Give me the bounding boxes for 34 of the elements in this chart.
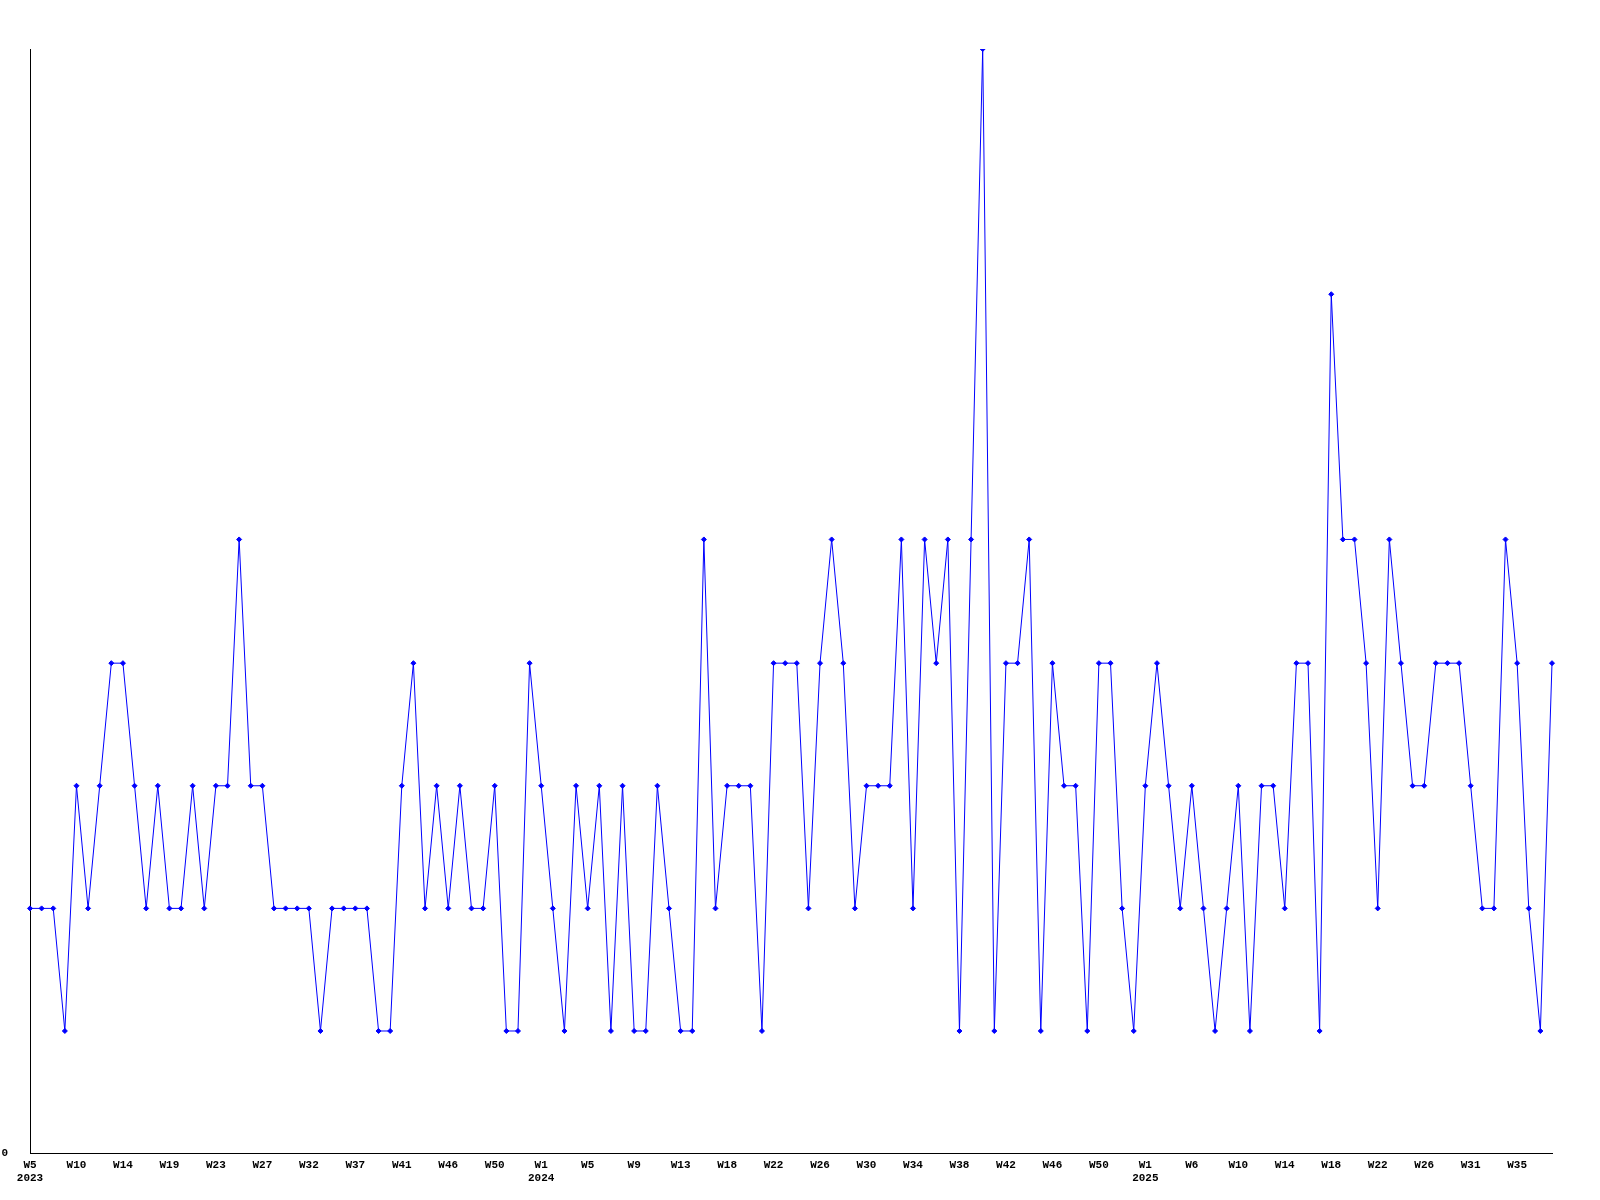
x-tick-label: W46 [1042,1158,1063,1171]
x-tick-label: W42 [996,1158,1016,1171]
x-tick-label: W13 [670,1158,691,1171]
x-tick-label: W32 [298,1158,319,1171]
text: 0 [1,1147,8,1160]
x-tick-label: W38 [949,1158,970,1171]
x-tick-label: W5 2023 [16,1158,44,1185]
x-tick-label: W5 [581,1158,595,1171]
x-tick-label: W18 [717,1158,738,1171]
x-tick-label: W18 [1321,1158,1342,1171]
x-tick-label: W30 [856,1158,877,1171]
x-tick-label: W1 2025 [1132,1158,1159,1185]
x-tick-label: W37 [345,1158,366,1171]
x-tick-label: W22 [1367,1158,1388,1171]
x-tick-label: W34 [903,1158,924,1171]
x-tick-label: W14 [1274,1158,1296,1171]
x-tick-label: W27 [252,1158,273,1171]
x-tick-label: W10 [66,1158,87,1171]
x-tick-label: W50 [1088,1158,1109,1171]
x-tick-label: W23 [205,1158,227,1171]
x-tick-label: W26 [1414,1158,1435,1171]
x-tick-label: W26 [810,1158,830,1171]
x-tick-label: W9 [627,1158,641,1171]
x-tick-label: W31 [1460,1158,1481,1171]
x-tick-label: W19 [159,1158,180,1171]
x-tick-label: W35 [1507,1158,1528,1171]
x-tick-label: W41 [391,1158,413,1171]
x-tick-label: W1 2024 [528,1158,555,1185]
x-tick-label: W46 [438,1158,459,1171]
x-tick-label: W50 [484,1158,505,1171]
x-tick-label: W6 [1185,1158,1199,1171]
x-tick-label: W14 [113,1158,134,1171]
x-tick-label: W22 [763,1158,784,1171]
x-tick-label: W10 [1228,1158,1249,1171]
